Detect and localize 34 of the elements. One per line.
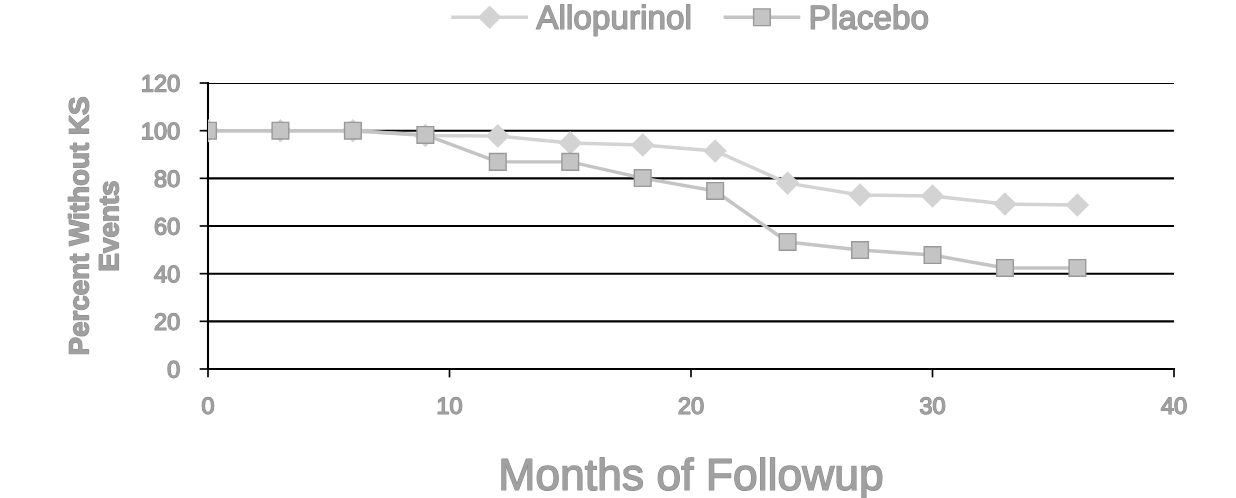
point <box>416 125 435 144</box>
point <box>993 192 1017 216</box>
y-tick-label: 60 <box>155 218 180 235</box>
point <box>1068 258 1087 277</box>
point <box>995 258 1014 277</box>
y-tick-label: 40 <box>154 265 180 283</box>
y-tick-label: 100 <box>142 122 180 140</box>
y-tick-label: 120 <box>142 75 180 92</box>
x-tick-label: 10 <box>438 397 462 415</box>
point <box>1065 193 1089 217</box>
x-tick-label: 20 <box>679 397 704 415</box>
point <box>848 183 872 207</box>
x-tick-label: 30 <box>920 397 945 415</box>
y-tick-label: 80 <box>154 170 180 188</box>
point <box>631 133 655 157</box>
point <box>921 184 944 208</box>
y-tick-label: 20 <box>155 313 180 331</box>
point <box>488 152 507 171</box>
point <box>776 171 800 195</box>
point <box>923 246 942 265</box>
y-tick-label: 0 <box>168 361 180 378</box>
point <box>706 181 725 200</box>
legend-label: Allopurinol <box>536 4 690 36</box>
point <box>633 169 652 188</box>
point <box>778 232 797 251</box>
point <box>851 241 870 260</box>
legend-label: Placebo <box>811 4 928 30</box>
point <box>486 124 510 148</box>
point <box>558 131 582 155</box>
x-tick-label: 40 <box>1161 397 1187 415</box>
point <box>561 152 580 171</box>
point <box>703 139 727 163</box>
x-tick-label: 0 <box>202 397 214 415</box>
y-axis-title: Percent Without KS Events <box>68 97 119 354</box>
